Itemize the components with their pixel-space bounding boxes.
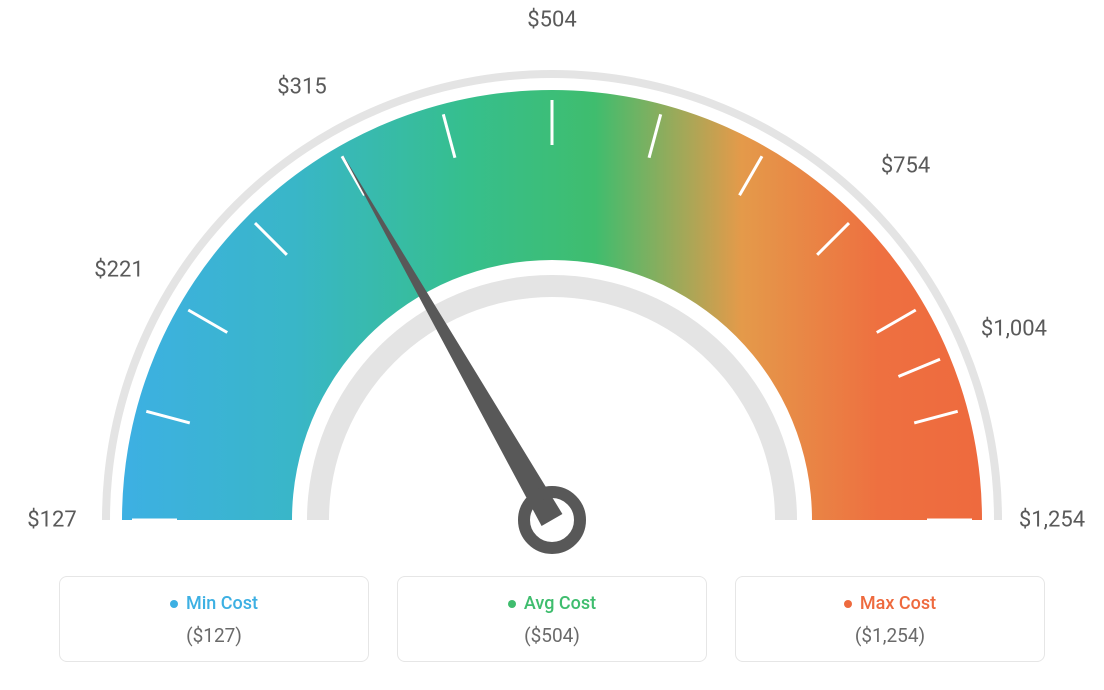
legend-avg-value: ($504) [398, 624, 706, 647]
legend-avg-title: Avg Cost [398, 593, 706, 614]
legend-max-title: Max Cost [736, 593, 1044, 614]
legend-min-title: Min Cost [60, 593, 368, 614]
gauge-tick-label: $754 [881, 154, 930, 179]
gauge-svg [52, 40, 1052, 580]
gauge-tick-label: $504 [527, 8, 576, 33]
cost-gauge: $127$221$315$504$754$1,004$1,254 [52, 40, 1052, 580]
gauge-tick-label: $221 [94, 258, 143, 283]
legend-max: Max Cost ($1,254) [735, 576, 1045, 662]
legend-min-label: Min Cost [186, 593, 258, 614]
legend-avg: Avg Cost ($504) [397, 576, 707, 662]
gauge-tick-label: $1,254 [1019, 508, 1085, 533]
dot-icon [508, 600, 516, 608]
legend-min-value: ($127) [60, 624, 368, 647]
legend-max-label: Max Cost [860, 593, 936, 614]
gauge-tick-label: $1,004 [981, 316, 1047, 341]
gauge-tick-label: $315 [277, 74, 326, 99]
gauge-tick-label: $127 [27, 508, 76, 533]
legend-max-value: ($1,254) [736, 624, 1044, 647]
dot-icon [844, 600, 852, 608]
dot-icon [170, 600, 178, 608]
legend-min: Min Cost ($127) [59, 576, 369, 662]
legend-avg-label: Avg Cost [524, 593, 596, 614]
legend-row: Min Cost ($127) Avg Cost ($504) Max Cost… [59, 576, 1045, 662]
